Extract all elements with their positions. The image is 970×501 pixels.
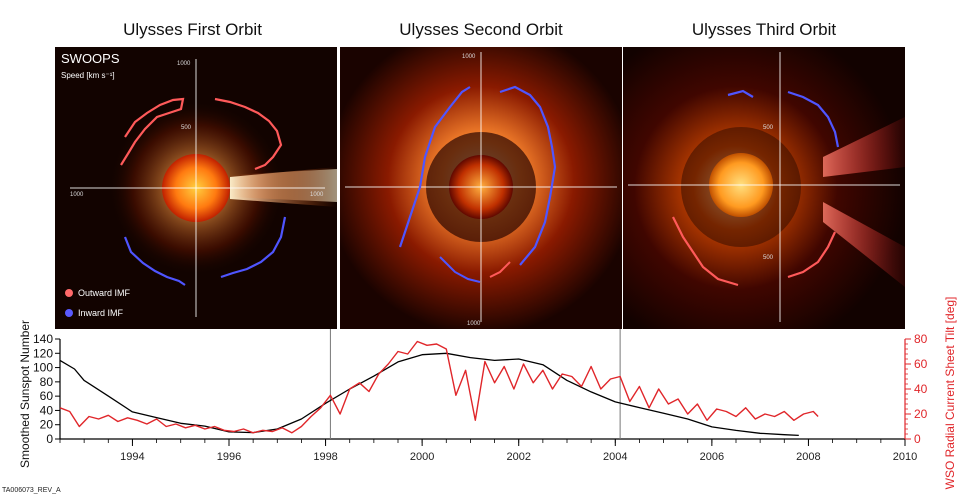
left-tick-label-40: 40	[40, 403, 54, 417]
solar-image-second: 1000 1000	[340, 47, 622, 329]
inward-trace-top	[727, 89, 754, 98]
tick-500-first: 500	[181, 125, 192, 131]
inward-trace-left	[398, 86, 471, 248]
sunspot-tilt-chart: 1994 1996 1998 2000 2002 2004 2006 2008 20100204…	[33, 329, 928, 463]
outward-trace-nw	[120, 97, 185, 166]
x-tick-label-1994: 1994	[120, 451, 144, 463]
left-tick-label-60: 60	[40, 389, 54, 403]
inward-trace-sw	[123, 236, 186, 286]
tick-right-first: 1000	[310, 192, 324, 198]
title-third-orbit: Ulysses Third Orbit	[691, 20, 837, 39]
x-tick-label-2008: 2008	[796, 451, 820, 463]
outward-trace-se	[787, 231, 836, 279]
streamer-ne	[823, 117, 905, 177]
title-first-orbit: Ulysses First Orbit	[123, 20, 262, 39]
tick-bottom-second: 1000	[467, 321, 481, 327]
x-tick-label-1998: 1998	[313, 451, 337, 463]
right-tick-label-0: 0	[914, 432, 921, 446]
streamer-se	[823, 202, 905, 287]
legend-outward: Outward IMF	[65, 288, 130, 298]
left-tick-label-20: 20	[40, 418, 54, 432]
instrument-label: SWOOPS	[61, 51, 120, 66]
panel-third-orbit: 500 500	[623, 47, 905, 329]
legend-inward-label: Inward IMF	[78, 308, 124, 318]
inward-trace-ne	[787, 90, 840, 148]
tick-500-third: 500	[763, 125, 774, 131]
left-axis-label-box: Smoothed Sunspot Number	[7, 320, 43, 468]
right-tick-label-40: 40	[914, 382, 928, 396]
tick-top-second: 1000	[462, 54, 476, 60]
x-tick-label-2004: 2004	[603, 451, 627, 463]
panel-second-orbit: 1000 1000	[340, 47, 622, 329]
outward-trace-ne	[214, 97, 283, 171]
legend-outward-label: Outward IMF	[78, 288, 131, 298]
outward-trace-sw	[672, 216, 739, 287]
right-tick-label-80: 80	[914, 332, 928, 346]
legend-inward: Inward IMF	[65, 308, 123, 318]
left-tick-label-0: 0	[46, 432, 53, 446]
tick-left-first: 1000	[70, 192, 84, 198]
speed-unit-label: Speed [km s⁻¹]	[61, 71, 115, 80]
panel-first-orbit: 1000 1000 1000 500 SWOOPS Speed [km s⁻¹]…	[55, 47, 337, 329]
right-axis-label: WSO Radial Current Sheet Tilt [deg]	[943, 296, 957, 489]
left-tick-label-140: 140	[33, 332, 53, 346]
right-axis-label-box: WSO Radial Current Sheet Tilt [deg]	[930, 296, 970, 489]
outward-trace-bottom	[489, 261, 511, 278]
x-tick-label-2000: 2000	[410, 451, 434, 463]
inward-trace-right	[499, 85, 557, 266]
right-tick-label-60: 60	[914, 357, 928, 371]
left-tick-label-80: 80	[40, 375, 54, 389]
tick-top-first: 1000	[177, 61, 191, 67]
right-tick-label-20: 20	[914, 407, 928, 421]
reference-code: TA006073_REV_A	[2, 487, 61, 494]
left-tick-label-100: 100	[33, 361, 53, 375]
x-tick-label-2006: 2006	[700, 451, 724, 463]
inward-trace-se	[220, 216, 287, 279]
series-line-sunspot-number	[59, 352, 799, 437]
title-second-orbit: Ulysses Second Orbit	[399, 20, 563, 39]
x-tick-label-2002: 2002	[506, 451, 530, 463]
x-tick-label-1996: 1996	[217, 451, 241, 463]
x-tick-label-2010: 2010	[893, 451, 917, 463]
inward-swatch	[65, 309, 73, 317]
series-line-current-sheet-tilt	[59, 340, 819, 434]
solar-image-third: 500 500	[623, 47, 905, 329]
tick-500b-third: 500	[763, 255, 774, 261]
inward-trace-bottom	[439, 256, 481, 283]
left-axis-label: Smoothed Sunspot Number	[18, 319, 32, 469]
left-tick-label-120: 120	[33, 346, 53, 360]
outward-swatch	[65, 289, 73, 297]
solar-image-first: 1000 1000 1000 500	[55, 47, 337, 329]
